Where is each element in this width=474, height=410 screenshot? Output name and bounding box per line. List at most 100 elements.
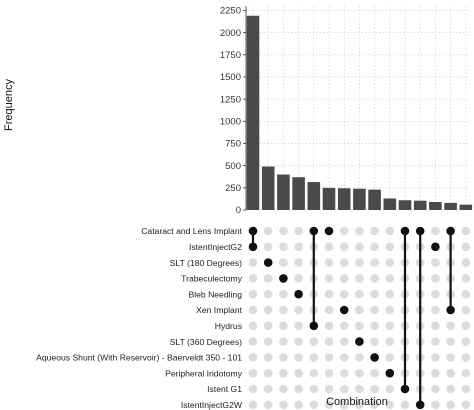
matrix-dot-inactive	[400, 400, 410, 410]
matrix-dot-inactive	[309, 368, 319, 378]
matrix-dot-inactive	[339, 368, 349, 378]
matrix-dot-inactive	[339, 321, 349, 331]
matrix-dot-inactive	[248, 337, 258, 346]
matrix-dot-active	[431, 242, 440, 252]
matrix-dot-inactive	[370, 226, 379, 236]
matrix-dot-inactive	[339, 242, 349, 252]
matrix-dot-inactive	[355, 226, 364, 236]
matrix-dot-inactive	[263, 337, 273, 346]
matrix-dot-inactive	[370, 321, 379, 331]
matrix-dot-inactive	[294, 226, 303, 236]
matrix-dot-inactive	[461, 289, 471, 299]
matrix-dot-inactive	[294, 400, 303, 410]
matrix-dot-inactive	[248, 258, 258, 267]
matrix-dot-inactive	[294, 384, 303, 394]
matrix-dot-inactive	[294, 368, 303, 378]
matrix-dot-inactive	[279, 368, 288, 378]
y-tick-label: 1250	[220, 94, 241, 105]
matrix-dot-inactive	[263, 321, 273, 331]
matrix-dot-inactive	[431, 274, 440, 283]
set-label: Cataract and Lens Implant	[141, 226, 242, 236]
set-label: Trabeculectomy	[181, 274, 243, 284]
bar	[444, 202, 457, 210]
matrix-dot-inactive	[446, 353, 455, 362]
matrix-dot-inactive	[355, 353, 364, 362]
matrix-dot-active	[446, 226, 455, 236]
matrix-dot-inactive	[385, 305, 395, 315]
matrix-dot-inactive	[294, 353, 303, 362]
matrix-dot-active	[279, 274, 288, 283]
matrix-dot-inactive	[309, 337, 319, 346]
matrix-dot-inactive	[339, 258, 349, 267]
bar	[413, 200, 427, 210]
y-axis: 0 250 500 750 1000 1250 1500 1750 2000 2250	[220, 6, 247, 216]
matrix-dot-inactive	[339, 384, 349, 394]
matrix-dot-active	[385, 368, 395, 378]
set-label: Aqueous Shunt (With Reservoir) - Baervel…	[36, 353, 242, 363]
matrix-dot-inactive	[279, 242, 288, 252]
y-tick-label: 500	[225, 161, 241, 172]
y-tick-label: 1500	[220, 72, 241, 83]
matrix-dot-inactive	[279, 289, 288, 299]
matrix-dot-inactive	[248, 305, 258, 315]
matrix-dot-active	[248, 226, 258, 236]
matrix-dot-inactive	[355, 258, 364, 267]
bar	[459, 204, 473, 210]
matrix-dot-inactive	[324, 274, 334, 283]
x-axis-title: Combination	[326, 396, 388, 408]
matrix-dot-inactive	[385, 353, 395, 362]
matrix-dot-inactive	[431, 337, 440, 346]
matrix-dot-inactive	[461, 242, 471, 252]
bar	[277, 174, 290, 210]
matrix-dot-inactive	[431, 368, 440, 378]
matrix-dot-inactive	[461, 337, 471, 346]
matrix-dot-inactive	[324, 289, 334, 299]
matrix-dot-inactive	[461, 258, 471, 267]
matrix-dot-inactive	[248, 384, 258, 394]
matrix-dot-inactive	[294, 274, 303, 283]
matrix-dot-inactive	[279, 353, 288, 362]
bar	[429, 202, 442, 210]
bars	[246, 15, 473, 211]
matrix-dot-inactive	[385, 226, 395, 236]
matrix-dot-active	[339, 305, 349, 315]
matrix-dot-active	[309, 321, 319, 331]
matrix-dot-inactive	[263, 368, 273, 378]
bar	[368, 189, 381, 210]
bar	[307, 182, 321, 210]
matrix-dot-active	[248, 242, 258, 252]
y-tick-label: 2250	[220, 6, 241, 17]
matrix-dot-inactive	[324, 321, 334, 331]
matrix-dot-inactive	[431, 258, 440, 267]
matrix-dot-inactive	[279, 226, 288, 236]
matrix-dot-inactive	[461, 353, 471, 362]
matrix-dot-inactive	[370, 258, 379, 267]
set-label: SLT (360 Degrees)	[170, 337, 242, 347]
matrix-dot-inactive	[355, 400, 364, 410]
matrix-dot-inactive	[461, 274, 471, 283]
set-label: Istent G1	[207, 384, 242, 394]
matrix-dot-inactive	[263, 305, 273, 315]
matrix-dot-inactive	[461, 226, 471, 236]
matrix-dot-inactive	[294, 337, 303, 346]
matrix-dot-active	[294, 289, 303, 299]
set-label: Bleb Needling	[188, 289, 242, 299]
matrix-dot-active	[309, 226, 319, 236]
matrix-dot-inactive	[355, 321, 364, 331]
bar	[292, 177, 305, 210]
set-label: IstentInjectG2	[189, 242, 242, 252]
matrix-dot-inactive	[355, 274, 364, 283]
bar	[383, 198, 397, 210]
matrix-dot-inactive	[309, 384, 319, 394]
matrix-dot-inactive	[431, 289, 440, 299]
set-label: IstentInjectG2W	[181, 400, 243, 410]
matrix-dot-inactive	[324, 384, 334, 394]
bar	[337, 188, 351, 210]
matrix-dot-inactive	[385, 258, 395, 267]
set-label: Xen Implant	[196, 305, 242, 315]
matrix-dot-inactive	[263, 400, 273, 410]
matrix-dot-inactive	[279, 258, 288, 267]
matrix-dot-active	[324, 226, 334, 236]
matrix-dot-inactive	[446, 400, 455, 410]
